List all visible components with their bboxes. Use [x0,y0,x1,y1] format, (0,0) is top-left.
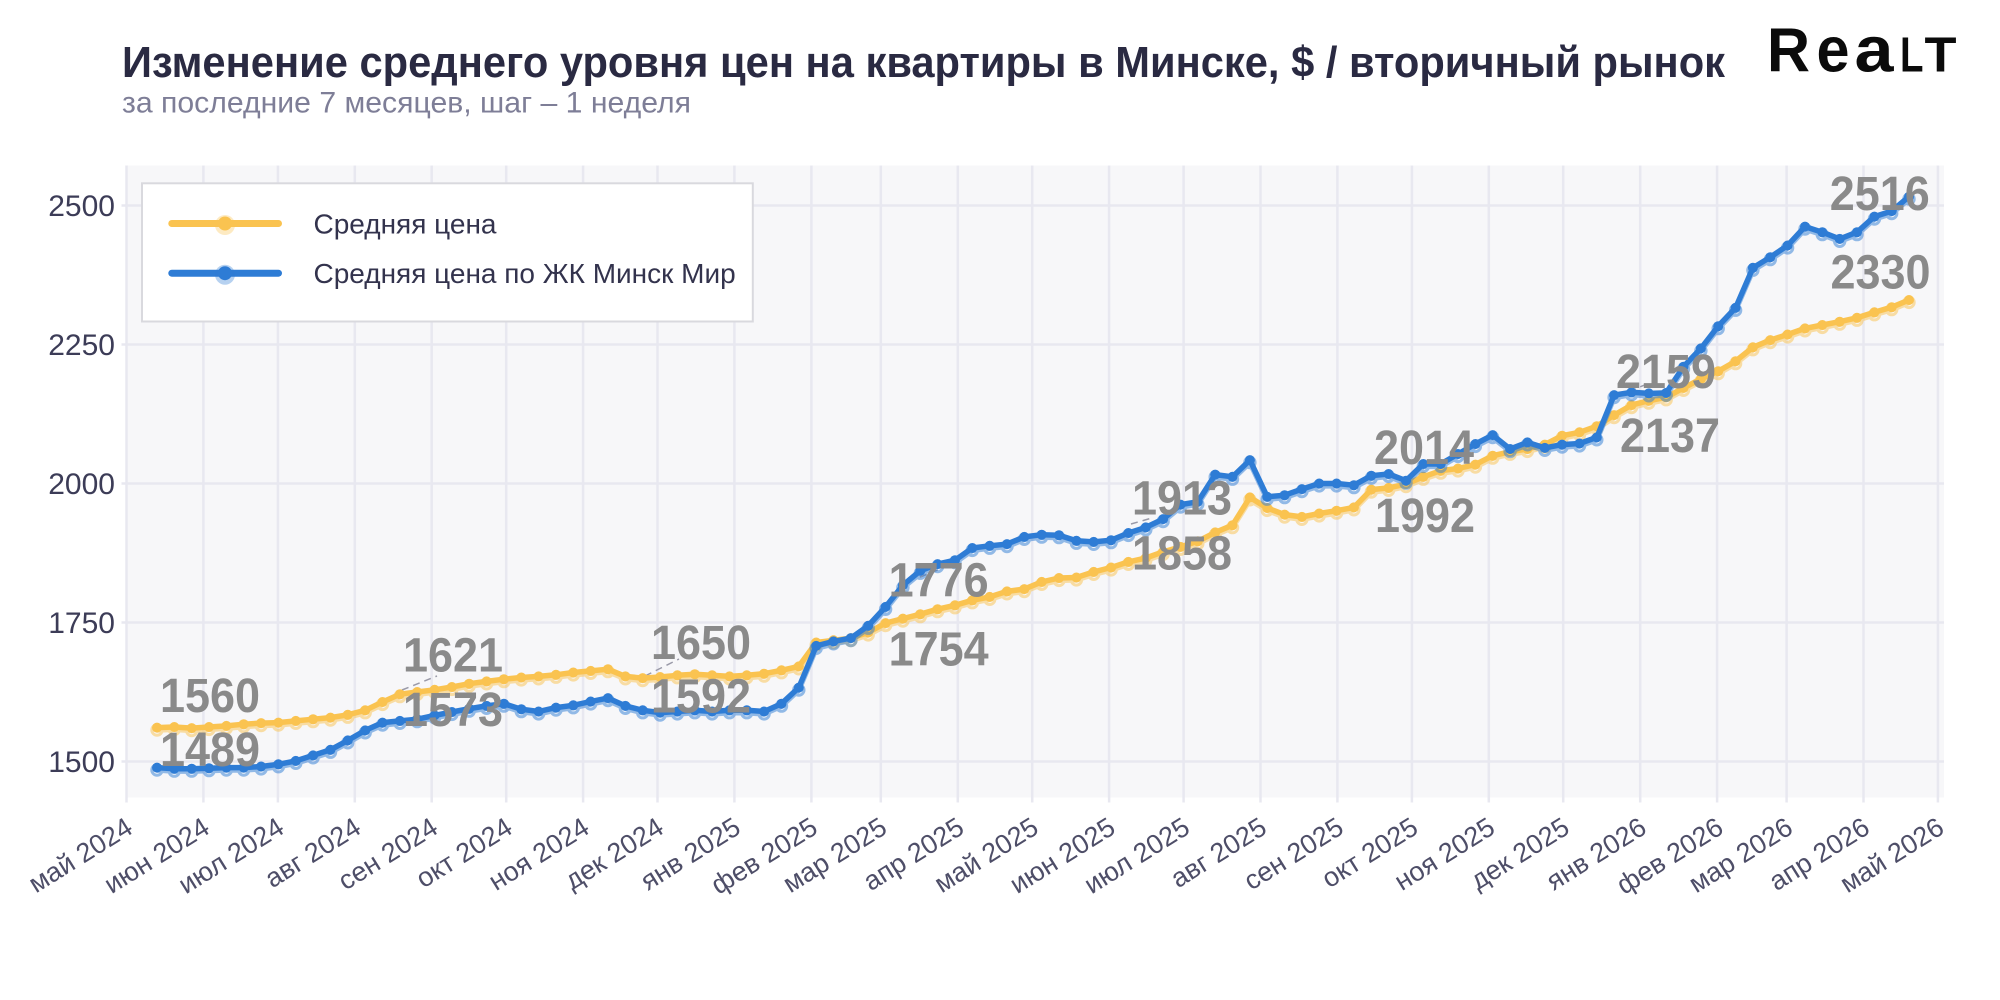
svg-text:2500: 2500 [48,190,115,223]
svg-text:1992: 1992 [1375,490,1475,543]
svg-text:2250: 2250 [48,329,115,362]
svg-text:a: a [1855,13,1894,85]
svg-text:1754: 1754 [889,624,989,677]
svg-text:T: T [1925,28,1957,82]
svg-text:1750: 1750 [48,607,115,640]
svg-text:1858: 1858 [1132,528,1232,581]
svg-text:1489: 1489 [160,724,260,777]
svg-text:за последние 7 месяцев, шаг –: за последние 7 месяцев, шаг – 1 неделя [122,87,691,120]
svg-text:2516: 2516 [1830,168,1930,221]
svg-text:2159: 2159 [1616,346,1716,399]
svg-text:1621: 1621 [403,629,503,682]
svg-text:Средняя цена: Средняя цена [314,208,497,239]
svg-text:2330: 2330 [1831,247,1931,300]
svg-text:L: L [1900,28,1924,82]
svg-text:Средняя цена по ЖК Минск Мир: Средняя цена по ЖК Минск Мир [314,258,736,289]
svg-text:1650: 1650 [651,617,751,670]
svg-text:2137: 2137 [1620,410,1720,463]
svg-text:e: e [1817,13,1850,85]
svg-text:2000: 2000 [48,468,115,501]
svg-text:1592: 1592 [651,670,751,723]
svg-text:1500: 1500 [48,746,115,779]
svg-text:1560: 1560 [160,670,260,723]
svg-text:R: R [1767,16,1810,85]
svg-text:1913: 1913 [1132,472,1232,525]
svg-text:Изменение среднего уровня цен: Изменение среднего уровня цен на квартир… [122,38,1726,87]
svg-text:1776: 1776 [889,554,989,607]
svg-text:2014: 2014 [1374,422,1474,475]
svg-text:1573: 1573 [403,684,503,737]
